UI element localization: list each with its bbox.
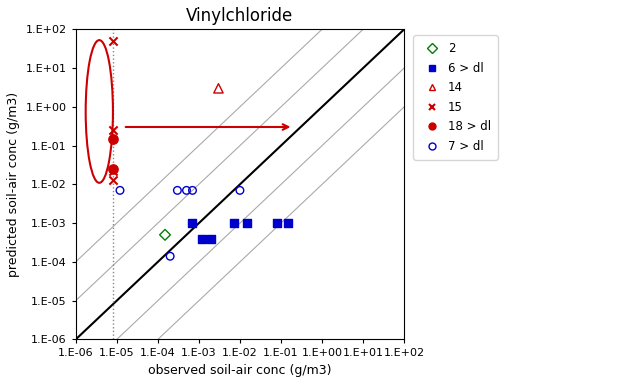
Point — [165, 253, 175, 259]
X-axis label: observed soil-air conc (g/m3): observed soil-air conc (g/m3) — [148, 364, 332, 377]
Point — [108, 168, 118, 174]
Point — [206, 235, 216, 242]
Point — [108, 38, 118, 44]
Y-axis label: predicted soil-air conc (g/m3): predicted soil-air conc (g/m3) — [7, 92, 20, 277]
Point — [115, 187, 125, 194]
Point — [182, 187, 192, 194]
Point — [213, 85, 223, 91]
Point — [108, 177, 118, 183]
Point — [229, 220, 239, 226]
Point — [108, 127, 118, 133]
Point — [242, 220, 252, 226]
Title: Vinylchloride: Vinylchloride — [186, 7, 294, 25]
Point — [172, 187, 182, 194]
Point — [108, 136, 118, 142]
Point — [108, 166, 118, 172]
Point — [283, 220, 293, 226]
Point — [197, 235, 207, 242]
Point — [272, 220, 282, 226]
Point — [187, 187, 197, 194]
Point — [187, 220, 197, 226]
Point — [235, 187, 245, 194]
Legend: 2, 6 > dl, 14, 15, 18 > dl, 7 > dl: 2, 6 > dl, 14, 15, 18 > dl, 7 > dl — [413, 35, 498, 160]
Point — [160, 232, 170, 238]
